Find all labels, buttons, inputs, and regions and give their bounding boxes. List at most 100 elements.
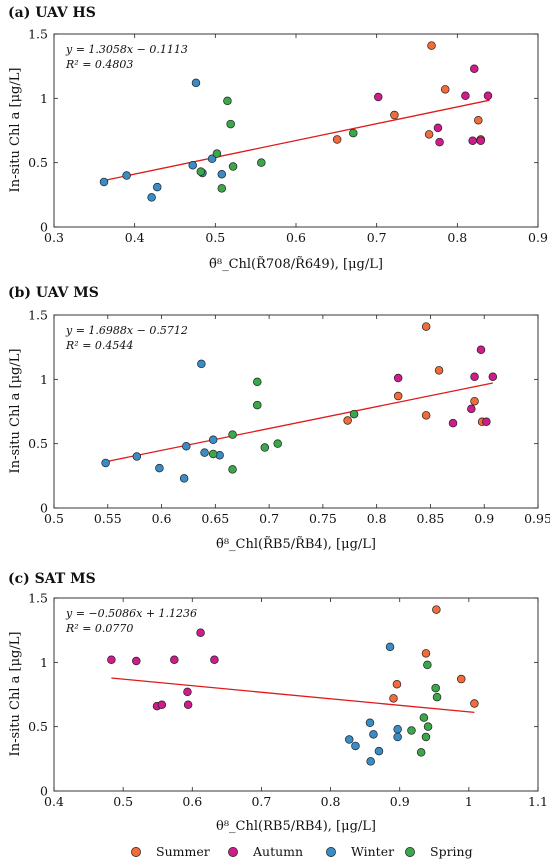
data-point-summer — [392, 679, 402, 689]
data-point-spring — [228, 430, 237, 439]
x-tick-label: 0.5 — [44, 511, 64, 526]
y-tick-label: 1.5 — [28, 308, 48, 323]
panel-a: (a) UAV HS 0.3 0.4 0.5 0.6 0.7 0.8 0.9 0 0.5 1 1.5… — [8, 5, 548, 272]
x-tick-label: 0.8 — [447, 230, 467, 245]
legend-label: Summer — [156, 844, 210, 859]
legend: Summer Autumn Winter Spring — [131, 844, 473, 859]
data-point-spring — [273, 439, 282, 448]
trend-line — [103, 99, 490, 182]
data-point-winter — [153, 182, 162, 192]
x-tick-label: 0.95 — [524, 511, 550, 526]
x-tick-label: 0.7 — [251, 794, 271, 809]
data-point-spring — [432, 692, 442, 702]
r-squared: R² = 0.4803 — [65, 58, 133, 71]
plot-area: 0.3 0.4 0.5 0.6 0.7 0.8 0.9 0 0.5 1 1.5 — [28, 27, 548, 246]
data-point-autumn — [482, 417, 491, 427]
legend-marker-spring — [405, 847, 415, 857]
data-point-summer — [470, 699, 479, 708]
x-tick-label: 0.75 — [309, 511, 337, 526]
legend-marker-summer — [131, 847, 141, 857]
data-point-winter — [182, 441, 191, 451]
data-point-autumn — [374, 92, 383, 102]
legend-label: Spring — [430, 844, 473, 859]
data-point-winter — [344, 735, 354, 744]
data-point-spring — [416, 748, 426, 757]
y-tick-label: 1.5 — [28, 27, 48, 42]
legend-item-winter: Winter — [326, 844, 394, 859]
x-tick-label: 0.85 — [417, 511, 445, 526]
data-point-autumn — [470, 372, 479, 382]
x-axis-label: θ⁸_Chl(RB5/RB4), [μg/L] — [216, 819, 376, 834]
data-point-spring — [419, 713, 429, 722]
data-point-summer — [343, 416, 352, 425]
data-point-autumn — [170, 655, 179, 665]
y-axis-label: In-situ Chl a [μg/L] — [8, 349, 23, 474]
panel-title: (b) UAV MS — [8, 285, 99, 301]
data-point-autumn — [461, 91, 470, 101]
plot-area: 0.5 0.55 0.6 0.65 0.7 0.75 0.8 0.85 0.9 0.9500.51… — [28, 308, 550, 527]
data-point-winter — [208, 435, 218, 445]
data-point-spring — [228, 162, 238, 171]
trend-line — [111, 677, 475, 714]
legend-item-summer: Summer — [131, 844, 210, 859]
r-squared: R² = 0.4544 — [65, 339, 133, 352]
x-tick-label: 0.6 — [152, 511, 172, 526]
data-point-spring — [223, 96, 232, 106]
data-point-autumn — [157, 700, 167, 710]
points-layer — [107, 605, 479, 766]
data-point-spring — [349, 128, 358, 138]
x-axis-label: θ̃⁸_Chl(R̃B5/R̃B4), [μg/L] — [216, 536, 376, 552]
x-tick-label: 0.9 — [528, 230, 548, 245]
plot-frame — [53, 597, 539, 792]
data-point-spring — [423, 722, 433, 731]
data-point-autumn — [210, 655, 219, 665]
legend-label: Autumn — [252, 844, 303, 859]
y-tick-label: 0.5 — [28, 436, 48, 451]
panel-title: (c) SAT MS — [8, 571, 96, 587]
data-point-winter — [99, 177, 109, 187]
r-squared: R² = 0.0770 — [65, 622, 133, 635]
data-point-autumn — [107, 655, 116, 665]
data-point-autumn — [467, 404, 476, 414]
fit-layer — [105, 382, 493, 463]
data-point-autumn — [196, 628, 205, 637]
data-point-summer — [393, 391, 403, 401]
data-point-winter — [369, 730, 378, 739]
y-tick-label: 1.5 — [28, 591, 48, 606]
data-point-winter — [155, 463, 164, 473]
data-point-spring — [423, 660, 432, 670]
data-point-autumn — [468, 136, 477, 146]
data-point-autumn — [183, 687, 192, 697]
data-point-autumn — [393, 373, 403, 383]
data-point-summer — [474, 115, 483, 125]
data-point-winter — [393, 732, 402, 742]
data-point-summer — [421, 411, 431, 420]
data-point-summer — [457, 674, 466, 684]
data-point-autumn — [483, 91, 493, 101]
x-tick-label: 0.9 — [474, 511, 494, 526]
data-point-winter — [217, 169, 227, 179]
fit-equation: y = 1.6988x − 0.5712 — [65, 324, 188, 337]
legend-item-autumn: Autumn — [228, 844, 303, 859]
data-point-summer — [434, 366, 444, 375]
tick-layer: 0.4 0.5 0.6 0.7 0.8 0.9 1 1.1 0 0.5 1 1.5 — [28, 591, 548, 810]
x-tick-label: 0.6 — [286, 230, 306, 245]
plot-frame — [53, 33, 539, 228]
fit-equation: y = 1.3058x − 0.1113 — [65, 43, 188, 56]
tick-layer: 0.3 0.4 0.5 0.6 0.7 0.8 0.9 0 0.5 1 1.5 — [28, 27, 548, 246]
data-point-autumn — [433, 123, 443, 133]
data-point-summer — [440, 85, 450, 94]
data-point-summer — [421, 649, 431, 658]
x-tick-label: 0.3 — [44, 230, 64, 245]
data-point-summer — [427, 41, 436, 50]
x-tick-label: 0.55 — [94, 511, 122, 526]
data-point-spring — [228, 465, 237, 474]
data-point-spring — [349, 409, 359, 419]
data-point-spring — [431, 683, 440, 693]
data-point-winter — [393, 724, 402, 734]
data-point-winter — [188, 160, 197, 170]
y-axis-label: In-situ Chl a [μg/L] — [8, 68, 23, 193]
data-point-winter — [374, 746, 384, 756]
points-layer — [99, 41, 493, 202]
